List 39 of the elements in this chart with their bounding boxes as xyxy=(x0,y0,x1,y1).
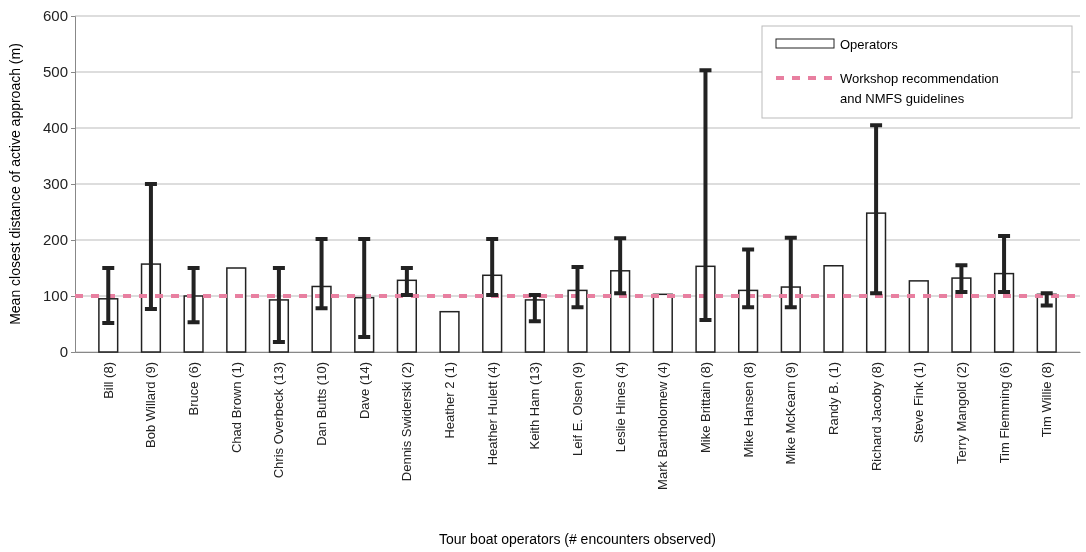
x-tick-label: Heather Hulett (4) xyxy=(484,362,500,466)
x-tick-label: Richard Jacoby (8) xyxy=(868,362,884,472)
bar xyxy=(908,280,929,353)
x-tick-label: Chris Overbeck (13) xyxy=(271,362,287,479)
x-tick-label: Heather 2 (1) xyxy=(442,362,458,439)
x-tick-label: Bob Willard (9) xyxy=(143,362,159,448)
x-tick-label: Mike Brittain (8) xyxy=(698,362,714,454)
x-tick-label: Leif E. Olsen (9) xyxy=(570,362,586,456)
x-tick-label: Mike McKearn (9) xyxy=(783,362,799,465)
x-tick-label: Steve Fink (1) xyxy=(911,362,927,443)
y-tick-label: 200 xyxy=(42,231,68,249)
x-tick-label: Bruce (6) xyxy=(186,362,202,416)
x-tick-label: Tim Willie (8) xyxy=(1039,362,1055,438)
bar xyxy=(439,310,460,353)
legend-label: Operators xyxy=(840,37,899,52)
x-tick-label: Dan Butts (10) xyxy=(314,362,330,446)
bar xyxy=(652,293,673,353)
x-tick-label: Bill (8) xyxy=(100,362,116,399)
y-tick-label: 500 xyxy=(42,63,68,81)
y-tick-label: 0 xyxy=(59,343,68,361)
x-tick-label: Chad Brown (1) xyxy=(228,362,244,454)
bar xyxy=(823,265,844,353)
x-tick-label: Keith Ham (13) xyxy=(527,362,543,450)
x-tick-label: Mike Hansen (8) xyxy=(740,362,756,458)
legend-label: Workshop recommendation and NMFS guidelines xyxy=(840,71,999,106)
x-tick-label: Dave (14) xyxy=(356,362,372,420)
x-tick-label: Terry Mangold (2) xyxy=(953,362,969,464)
x-tick-label: Leslie Hines (4) xyxy=(612,362,628,453)
x-tick-label: Mark Bartholomew (4) xyxy=(655,362,671,490)
x-tick-label: Randy B. (1) xyxy=(825,362,841,435)
y-tick-label: 400 xyxy=(42,119,68,137)
y-axis-title: Mean closest distance of active approach (m) xyxy=(7,43,23,325)
x-tick-label: Dennis Swiderski (2) xyxy=(399,362,415,482)
bar xyxy=(226,267,247,353)
x-tick-label: Tim Flemming (6) xyxy=(996,362,1012,464)
y-tick-label: 100 xyxy=(42,287,68,305)
y-tick-label: 300 xyxy=(42,175,68,193)
y-tick-label: 600 xyxy=(42,7,68,25)
x-axis-title: Tour boat operators (# encounters observed) xyxy=(438,531,717,547)
